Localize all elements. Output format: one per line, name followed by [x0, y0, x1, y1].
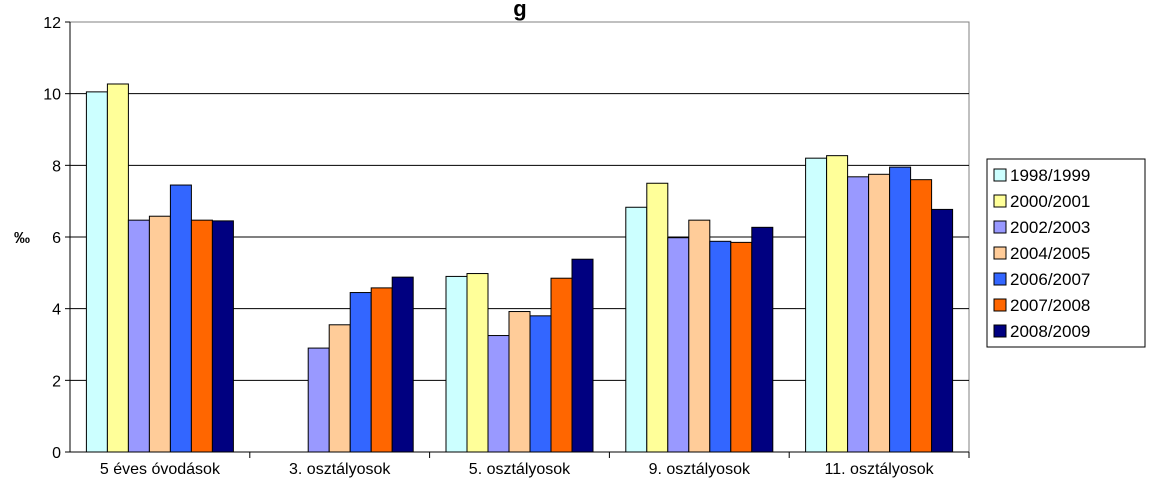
bar	[106, 83, 129, 453]
y-tick-label: 12	[43, 15, 61, 32]
y-axis-label: ‰	[14, 230, 30, 247]
bar	[148, 215, 171, 453]
bar	[307, 347, 330, 453]
bar	[910, 179, 933, 453]
bar	[805, 157, 828, 453]
legend-label: 1998/1999	[1010, 166, 1090, 185]
bar	[730, 241, 753, 453]
y-tick-label: 6	[52, 230, 61, 247]
bar	[688, 219, 711, 453]
bar	[751, 226, 774, 453]
legend-label: 2006/2007	[1010, 270, 1090, 289]
bar	[625, 206, 648, 453]
bar	[529, 315, 552, 453]
legend-swatch	[993, 246, 1007, 260]
y-tick-label: 4	[52, 302, 61, 319]
bar	[466, 273, 489, 453]
legend-swatch	[993, 324, 1007, 338]
bar	[571, 258, 594, 453]
bar	[889, 166, 912, 453]
bar	[931, 208, 954, 453]
legend-swatch	[993, 272, 1007, 286]
bar	[445, 275, 468, 453]
bar	[847, 176, 870, 453]
bar	[211, 220, 234, 453]
bar	[487, 335, 510, 453]
x-tick-label: 11. osztályosok	[825, 461, 935, 478]
bar	[550, 277, 573, 453]
legend-box	[986, 158, 1146, 348]
legend-swatch	[993, 298, 1007, 312]
legend-label: 2004/2005	[1010, 244, 1090, 263]
legend-swatch	[993, 220, 1007, 234]
y-tick-label: 8	[52, 158, 61, 175]
x-tick-label: 3. osztályosok	[289, 461, 391, 478]
y-tick-label: 10	[43, 87, 61, 104]
legend-swatch	[993, 194, 1007, 208]
bar	[508, 311, 531, 453]
bar	[646, 182, 669, 453]
bar	[127, 219, 150, 453]
y-tick-label: 0	[52, 445, 61, 462]
bar	[85, 91, 108, 453]
bar	[349, 292, 372, 453]
bar	[826, 155, 849, 453]
bar	[709, 240, 732, 453]
legend-label: 2008/2009	[1010, 322, 1090, 341]
bar	[868, 173, 891, 453]
bar	[190, 219, 213, 453]
legend-label: 2002/2003	[1010, 218, 1090, 237]
x-tick-label: 9. osztályosok	[649, 461, 751, 478]
y-tick-label: 2	[52, 373, 61, 390]
x-tick-label: 5. osztályosok	[469, 461, 571, 478]
bar	[328, 324, 351, 453]
bar	[169, 184, 192, 453]
legend-label: 2007/2008	[1010, 296, 1090, 315]
bar	[391, 276, 414, 453]
bar	[370, 287, 393, 453]
legend-swatch	[993, 168, 1007, 182]
x-tick-label: 5 éves óvodások	[100, 461, 221, 478]
legend-label: 2000/2001	[1010, 192, 1090, 211]
bar	[667, 237, 690, 453]
chart-title: g	[513, 0, 526, 21]
